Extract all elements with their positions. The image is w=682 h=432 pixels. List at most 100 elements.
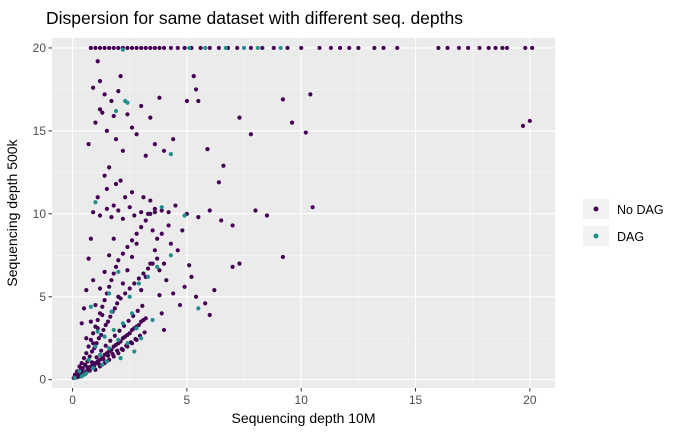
point-no-dag [127,331,132,336]
point-no-dag [91,85,96,90]
point-no-dag [136,276,141,281]
point-no-dag [132,213,137,218]
point-no-dag [219,218,224,223]
point-no-dag [161,261,167,266]
point-dag [97,352,103,357]
point-no-dag [152,45,157,51]
point-no-dag [337,45,343,51]
point-no-dag [109,98,114,104]
point-no-dag [132,281,137,286]
point-no-dag [182,45,187,51]
point-no-dag [104,206,109,211]
point-no-dag [152,248,157,253]
point-no-dag [86,256,91,261]
point-no-dag [99,348,104,353]
point-no-dag [145,211,151,216]
point-no-dag [177,302,183,308]
point-no-dag [88,337,93,342]
y-tick-label: 0 [39,373,46,387]
point-no-dag [135,308,140,313]
point-no-dag [159,208,164,213]
point-no-dag [112,333,117,338]
point-no-dag [127,286,132,291]
point-no-dag [235,45,240,51]
point-dag [104,359,109,364]
point-no-dag [264,213,270,218]
point-no-dag [139,225,144,230]
y-tick-label: 20 [33,41,47,55]
point-no-dag [88,319,93,324]
point-no-dag [102,297,107,303]
point-no-dag [148,198,153,203]
point-no-dag [102,173,107,178]
point-no-dag [93,45,98,51]
point-no-dag [152,210,157,215]
point-no-dag [129,45,135,51]
point-no-dag [81,306,87,311]
point-no-dag [175,248,180,253]
point-dag [168,253,173,258]
point-dag [255,45,260,51]
point-dag [203,45,208,51]
point-no-dag [157,95,162,100]
point-no-dag [80,365,85,371]
point-no-dag [116,208,121,213]
point-no-dag [118,178,123,183]
point-no-dag [105,319,111,324]
point-dag [113,108,119,114]
point-dag [120,321,125,326]
point-no-dag [104,128,109,133]
point-no-dag [77,364,82,369]
point-no-dag [486,45,491,51]
point-dag [88,304,93,309]
point-no-dag [87,368,92,373]
point-no-dag [116,294,121,299]
point-no-dag [148,261,153,266]
point-dag [278,45,283,51]
point-no-dag [103,322,108,328]
point-no-dag [212,288,217,293]
point-no-dag [86,344,91,349]
point-dag [134,326,139,331]
point-dag [187,45,192,51]
point-no-dag [303,130,308,135]
point-no-dag [308,92,313,97]
point-no-dag [113,181,119,187]
point-no-dag [102,269,107,274]
point-no-dag [152,142,157,147]
point-dag [125,341,130,346]
point-no-dag [139,288,144,293]
point-no-dag [189,274,194,279]
point-no-dag [118,74,123,79]
point-no-dag [168,45,173,51]
point-no-dag [143,218,148,223]
point-no-dag [171,291,176,296]
point-dag [120,47,125,52]
point-no-dag [271,45,276,51]
point-no-dag [94,341,99,346]
point-no-dag [196,98,201,104]
point-dag [129,311,135,316]
point-no-dag [280,254,286,260]
point-no-dag [85,365,90,370]
point-no-dag [95,326,100,331]
point-no-dag [89,360,95,365]
point-no-dag [280,97,286,102]
point-dag [86,357,91,362]
point-dag [107,346,112,351]
point-no-dag [395,45,400,51]
point-dag [127,294,132,299]
point-no-dag [134,337,139,342]
point-no-dag [123,291,128,296]
point-no-dag [125,244,130,250]
point-dag [93,344,98,349]
point-no-dag [125,112,130,117]
point-no-dag [216,180,221,185]
point-dag [91,365,96,371]
point-dag [125,100,130,105]
point-no-dag [171,137,176,142]
point-dag [223,45,228,51]
point-no-dag [237,261,242,266]
point-no-dag [166,223,171,228]
point-no-dag [310,205,315,210]
